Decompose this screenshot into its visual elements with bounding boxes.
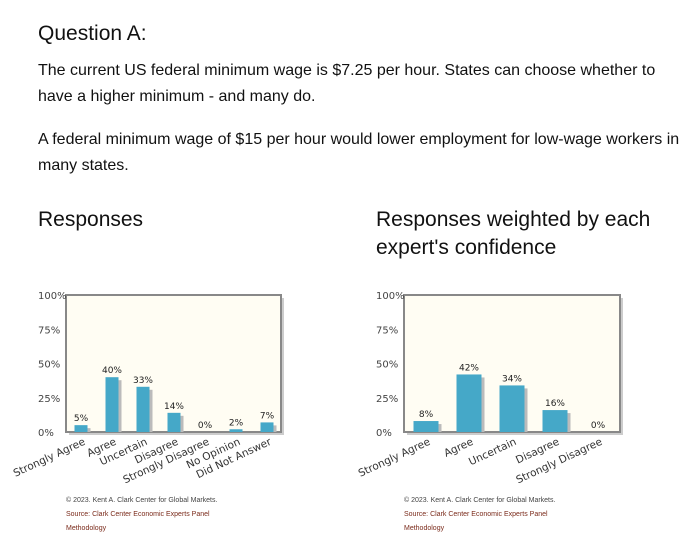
data-label: 16% bbox=[545, 399, 565, 409]
chart1-footer: © 2023. Kent A. Clark Center for Global … bbox=[66, 494, 217, 536]
data-label: 42% bbox=[459, 363, 479, 373]
data-label: 34% bbox=[502, 374, 522, 384]
plot-area bbox=[65, 294, 282, 433]
y-tick-label: 50% bbox=[376, 360, 398, 371]
question-statement: A federal minimum wage of $15 per hour w… bbox=[38, 131, 680, 174]
bar-strongly-agree bbox=[413, 421, 439, 432]
data-label: 33% bbox=[133, 376, 153, 386]
x-tick-label: Uncertain bbox=[467, 436, 518, 468]
y-tick-label: 100% bbox=[376, 291, 405, 302]
y-tick-label: 0% bbox=[38, 428, 54, 439]
methodology-link[interactable]: Methodology bbox=[404, 525, 445, 532]
bar-agree bbox=[456, 374, 482, 432]
x-tick-label: Strongly Agree bbox=[12, 436, 88, 480]
bar-uncertain bbox=[499, 385, 525, 432]
data-label: 40% bbox=[102, 366, 122, 376]
data-label: 14% bbox=[164, 402, 184, 412]
source-link[interactable]: Source: Clark Center Economic Experts Pa… bbox=[66, 511, 210, 518]
copyright: © 2023. Kent A. Clark Center for Global … bbox=[404, 497, 556, 504]
x-tick-label: Strongly Agree bbox=[357, 436, 433, 480]
data-label: 0% bbox=[591, 421, 606, 431]
bar-strongly-agree bbox=[74, 425, 88, 432]
y-tick-label: 50% bbox=[38, 360, 60, 371]
bar-disagree bbox=[167, 412, 181, 432]
data-label: 2% bbox=[229, 418, 244, 428]
bar-agree bbox=[105, 377, 119, 432]
data-label: 0% bbox=[198, 421, 213, 431]
bar-did-not-answer bbox=[260, 422, 274, 432]
source-link[interactable]: Source: Clark Center Economic Experts Pa… bbox=[404, 511, 548, 518]
data-label: 5% bbox=[74, 414, 89, 424]
y-tick-label: 75% bbox=[38, 325, 60, 336]
question-title: Question A: bbox=[38, 22, 147, 45]
bar-no-opinion bbox=[229, 429, 243, 432]
data-label: 7% bbox=[260, 411, 275, 421]
y-tick-label: 25% bbox=[376, 394, 398, 405]
bar-disagree bbox=[542, 410, 568, 432]
y-tick-label: 100% bbox=[38, 291, 67, 302]
y-tick-label: 25% bbox=[38, 394, 60, 405]
methodology-link[interactable]: Methodology bbox=[66, 525, 107, 532]
chart-title-weighted: Responses weighted by each expert's conf… bbox=[376, 208, 651, 259]
chart-title-responses: Responses bbox=[38, 208, 144, 231]
chart2-footer: © 2023. Kent A. Clark Center for Global … bbox=[404, 494, 555, 536]
data-label: 8% bbox=[419, 410, 434, 420]
copyright: © 2023. Kent A. Clark Center for Global … bbox=[66, 497, 218, 504]
bar-uncertain bbox=[136, 386, 150, 432]
question-context: The current US federal minimum wage is $… bbox=[38, 62, 656, 105]
y-tick-label: 75% bbox=[376, 325, 398, 336]
y-tick-label: 0% bbox=[376, 428, 392, 439]
